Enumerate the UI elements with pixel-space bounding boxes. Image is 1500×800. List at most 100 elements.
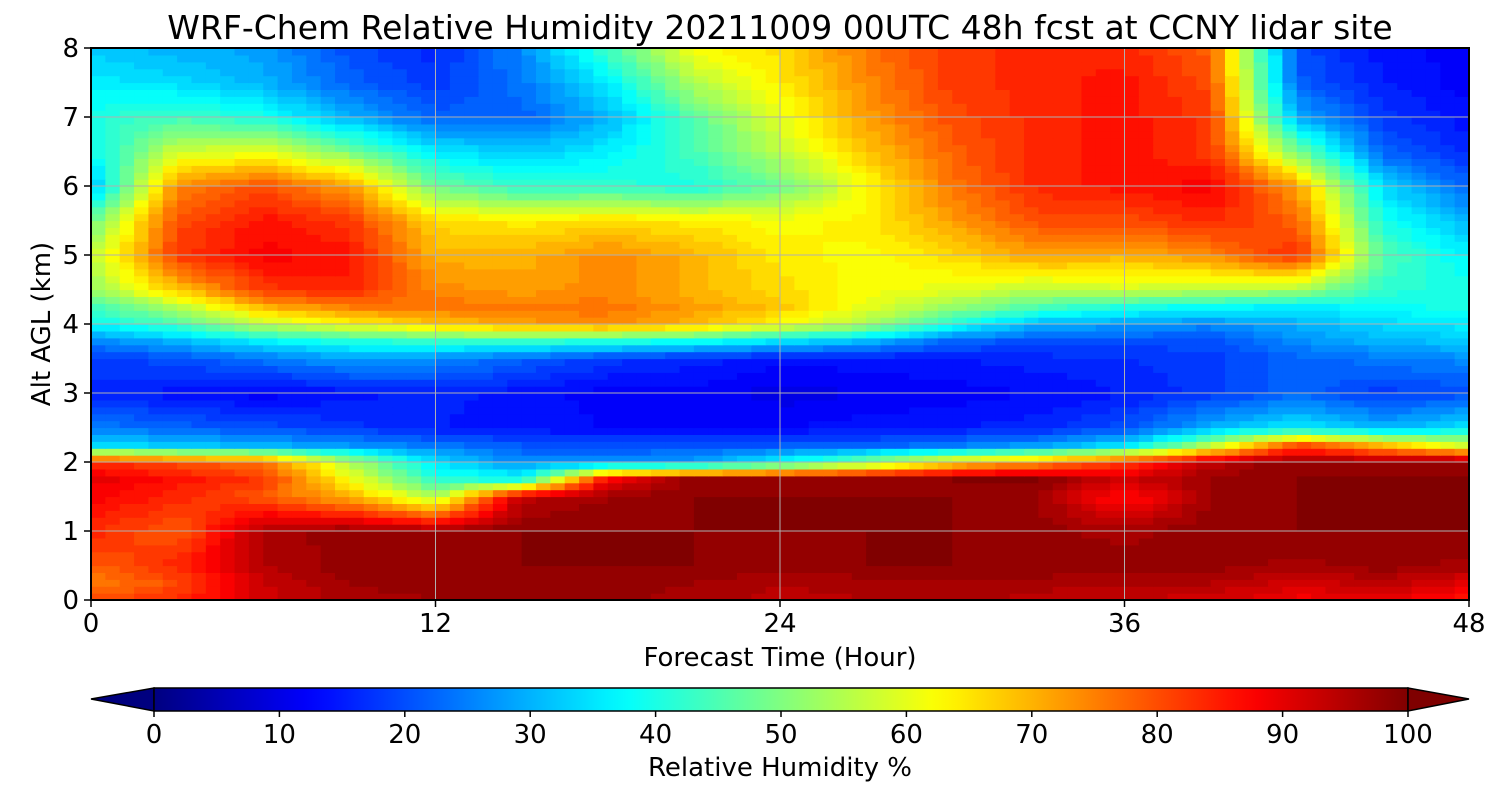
heatmap-cell (191, 558, 207, 567)
heatmap-cell (535, 393, 551, 401)
heatmap-cell (1339, 310, 1355, 318)
heatmap-cell (1296, 289, 1312, 297)
heatmap-cell (1095, 524, 1111, 532)
heatmap-cell (1124, 399, 1140, 408)
heatmap-cell (837, 255, 853, 263)
heatmap-cell (1311, 434, 1327, 442)
heatmap-cell (177, 289, 193, 297)
heatmap-cell (248, 482, 264, 491)
heatmap-cell (765, 324, 781, 332)
heatmap-cell (622, 289, 638, 297)
heatmap-cell (220, 372, 236, 380)
heatmap-cell (736, 303, 752, 311)
heatmap-cell (291, 386, 307, 394)
heatmap-cell (751, 441, 767, 449)
heatmap-cell (248, 268, 264, 277)
heatmap-cell (550, 255, 566, 263)
heatmap-cell (980, 455, 996, 463)
heatmap-cell (1081, 282, 1097, 291)
heatmap-cell (349, 551, 365, 560)
heatmap-cell (1311, 510, 1327, 518)
heatmap-cell (378, 537, 394, 546)
heatmap-cell (866, 434, 882, 442)
heatmap-cell (162, 241, 178, 249)
heatmap-cell (1397, 537, 1413, 546)
heatmap-cell (291, 317, 307, 325)
heatmap-cell (1067, 427, 1083, 435)
heatmap-cell (1282, 317, 1298, 325)
heatmap-cell (449, 379, 465, 387)
heatmap-cell (1167, 344, 1183, 353)
heatmap-cell (1052, 289, 1068, 297)
heatmap-cell (148, 482, 164, 491)
heatmap-cell (894, 324, 910, 332)
heatmap-cell (1454, 399, 1469, 408)
heatmap-cell (406, 406, 422, 415)
heatmap-cell (1224, 420, 1240, 429)
heatmap-cell (263, 241, 279, 249)
heatmap-cell (1325, 296, 1341, 304)
heatmap-cell (708, 586, 724, 594)
heatmap-cell (291, 572, 307, 580)
heatmap-cell (909, 358, 925, 366)
heatmap-cell (693, 427, 709, 435)
heatmap-cell (435, 468, 451, 477)
heatmap-cell (607, 448, 623, 456)
heatmap-cell (923, 544, 939, 553)
heatmap-cell (952, 275, 968, 284)
heatmap-cell (507, 303, 523, 311)
heatmap-cell (421, 365, 437, 373)
heatmap-cell (1397, 448, 1413, 456)
heatmap-cell (1138, 593, 1154, 600)
heatmap-cell (162, 372, 178, 380)
heatmap-cell (291, 524, 307, 532)
heatmap-cell (1052, 324, 1068, 332)
heatmap-cell (492, 462, 508, 470)
heatmap-cell (1440, 475, 1456, 484)
heatmap-cell (105, 427, 121, 435)
heatmap-cell (205, 544, 221, 553)
heatmap-cell (650, 434, 666, 442)
heatmap-cell (220, 448, 236, 456)
heatmap-cell (1325, 510, 1341, 518)
heatmap-cell (1224, 503, 1240, 511)
heatmap-cell (1440, 531, 1456, 539)
heatmap-cell (248, 351, 264, 360)
heatmap-cell (1153, 248, 1169, 256)
heatmap-cell (1239, 399, 1255, 408)
heatmap-cell (148, 475, 164, 484)
heatmap-cell (1411, 455, 1427, 463)
heatmap-cell (765, 255, 781, 263)
heatmap-cell (1024, 517, 1039, 525)
heatmap-cell (1052, 475, 1068, 484)
heatmap-cell (162, 310, 178, 318)
heatmap-cell (277, 565, 293, 573)
heatmap-cell (952, 268, 968, 277)
heatmap-cell (1397, 427, 1413, 435)
heatmap-cell (507, 296, 523, 304)
heatmap-cell (91, 310, 106, 318)
heatmap-cell (162, 303, 178, 311)
heatmap-cell (1009, 462, 1025, 470)
heatmap-cell (1282, 413, 1298, 422)
heatmap-cell (248, 275, 264, 284)
heatmap-cell (593, 475, 609, 484)
heatmap-cell (148, 496, 164, 504)
heatmap-cell (1368, 296, 1384, 304)
heatmap-cell (966, 261, 982, 270)
heatmap-cell (1239, 551, 1255, 560)
heatmap-cell (1038, 344, 1054, 353)
heatmap-cell (119, 358, 135, 366)
heatmap-cell (564, 261, 580, 270)
heatmap-cell (1181, 586, 1197, 594)
heatmap-cell (1081, 289, 1097, 297)
heatmap-cell (995, 551, 1011, 560)
heatmap-cell (923, 558, 939, 567)
heatmap-cell (980, 261, 996, 270)
heatmap-cell (550, 448, 566, 456)
heatmap-cell (263, 427, 279, 435)
heatmap-cell (622, 282, 638, 291)
heatmap-cell (392, 593, 408, 600)
heatmap-cell (464, 517, 480, 525)
heatmap-cell (435, 441, 451, 449)
